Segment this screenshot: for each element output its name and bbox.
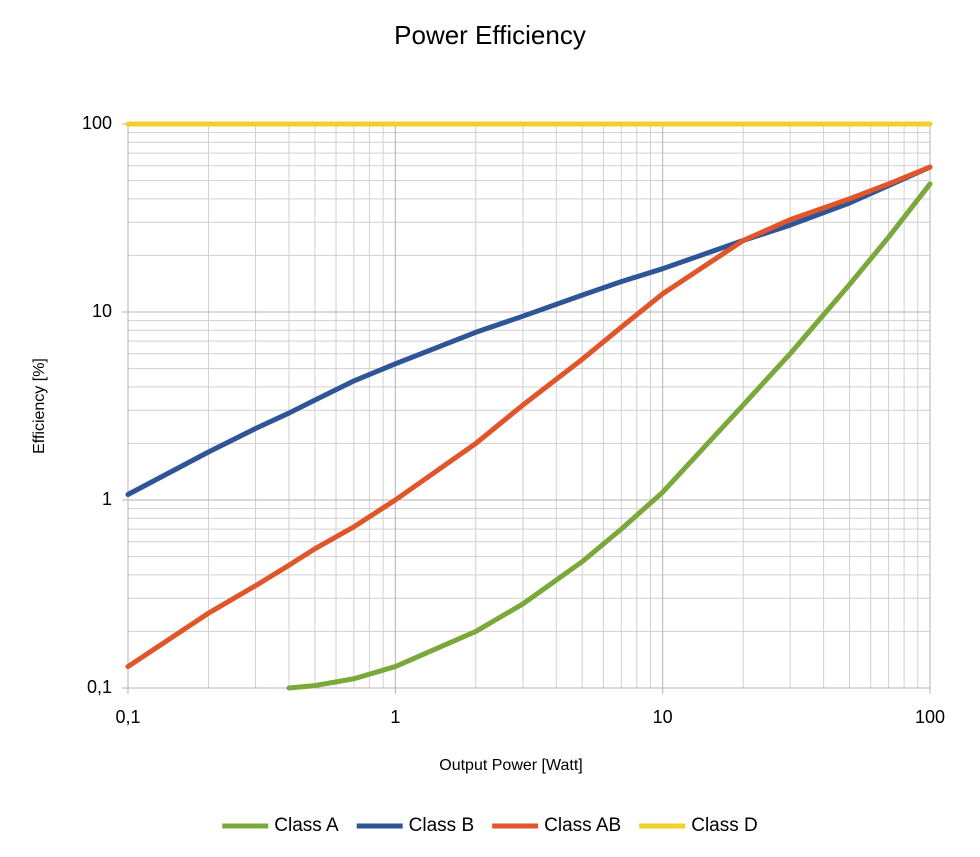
x-axis-label: Output Power [Watt] — [439, 757, 582, 774]
legend-item: Class AB — [492, 815, 621, 836]
y-axis-label: Efficiency [%] — [31, 358, 48, 454]
ticks: 0,1 1 10 100 0,1 1 10 100 — [82, 113, 945, 727]
y-tick-label: 10 — [92, 301, 112, 321]
plot-lines — [125, 121, 933, 691]
legend: Class A Class B Class AB Class D — [222, 815, 758, 836]
grid — [122, 123, 931, 694]
y-tick-label: 100 — [82, 113, 112, 133]
x-tick-label: 10 — [653, 707, 673, 727]
series-line — [125, 164, 933, 670]
x-tick-label: 100 — [915, 707, 945, 727]
legend-item: Class B — [356, 815, 474, 836]
x-tick-label: 0,1 — [115, 707, 140, 727]
y-tick-label: 1 — [102, 489, 112, 509]
legend-label: Class A — [274, 815, 339, 836]
legend-item: Class A — [222, 815, 339, 836]
series-line — [125, 164, 933, 497]
series-line — [286, 181, 933, 691]
x-tick-label: 1 — [390, 707, 400, 727]
legend-label: Class D — [691, 815, 758, 836]
legend-label: Class B — [409, 815, 474, 836]
legend-item: Class D — [639, 815, 758, 836]
y-tick-label: 0,1 — [87, 677, 112, 697]
legend-label: Class AB — [544, 815, 621, 836]
chart-title: Power Efficiency — [394, 20, 586, 50]
